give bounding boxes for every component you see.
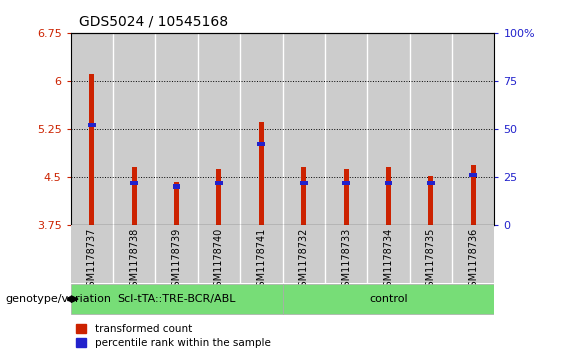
Bar xyxy=(215,181,223,185)
Bar xyxy=(367,33,410,225)
Text: GSM1178733: GSM1178733 xyxy=(341,228,351,293)
Text: GSM1178740: GSM1178740 xyxy=(214,228,224,293)
Bar xyxy=(470,173,477,177)
Text: GSM1178738: GSM1178738 xyxy=(129,228,139,293)
Bar xyxy=(113,33,155,225)
Bar xyxy=(471,166,476,225)
Bar xyxy=(71,33,113,225)
Bar xyxy=(155,33,198,225)
Text: GSM1178739: GSM1178739 xyxy=(172,228,181,293)
Text: GSM1178736: GSM1178736 xyxy=(468,228,478,293)
Bar xyxy=(216,169,221,225)
Text: GSM1178734: GSM1178734 xyxy=(384,228,393,293)
Bar xyxy=(240,33,282,225)
Text: Scl-tTA::TRE-BCR/ABL: Scl-tTA::TRE-BCR/ABL xyxy=(118,294,236,304)
Bar xyxy=(282,284,494,314)
Text: GSM1178737: GSM1178737 xyxy=(87,228,97,293)
Bar xyxy=(385,181,392,185)
Bar xyxy=(386,167,391,225)
Legend: transformed count, percentile rank within the sample: transformed count, percentile rank withi… xyxy=(76,324,271,348)
Bar xyxy=(174,182,179,225)
Bar xyxy=(259,122,264,225)
Bar xyxy=(325,33,367,225)
Text: GDS5024 / 10545168: GDS5024 / 10545168 xyxy=(79,15,228,29)
Text: GSM1178732: GSM1178732 xyxy=(299,228,308,293)
Bar xyxy=(132,167,137,225)
Bar xyxy=(71,284,282,314)
Bar xyxy=(300,181,307,185)
Text: control: control xyxy=(369,294,408,304)
Text: GSM1178741: GSM1178741 xyxy=(257,228,266,293)
Bar xyxy=(89,74,94,225)
Bar xyxy=(282,33,325,225)
Bar xyxy=(428,176,433,225)
Bar xyxy=(344,169,349,225)
Text: GSM1178735: GSM1178735 xyxy=(426,228,436,293)
Bar xyxy=(173,184,180,189)
Bar xyxy=(452,33,494,225)
Bar xyxy=(88,123,95,127)
Bar xyxy=(198,33,240,225)
Bar xyxy=(301,167,306,225)
Bar xyxy=(258,142,265,146)
Bar xyxy=(131,181,138,185)
Bar xyxy=(342,181,350,185)
Bar xyxy=(410,33,452,225)
Bar xyxy=(427,181,434,185)
Text: genotype/variation: genotype/variation xyxy=(6,294,112,304)
